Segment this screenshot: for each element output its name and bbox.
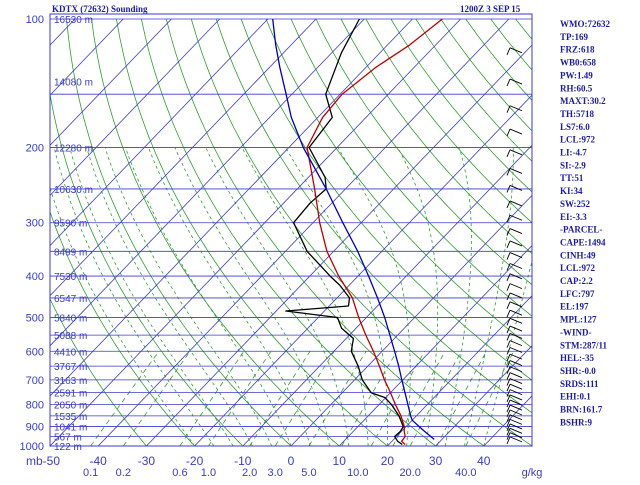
height-label: 1535 m bbox=[54, 412, 87, 423]
mixing-ratio-tick-label: 3.0 bbox=[268, 467, 283, 479]
index-value: LI:-4.7 bbox=[560, 148, 587, 158]
index-value: CAP:2.2 bbox=[560, 276, 593, 286]
height-label: 4410 m bbox=[54, 347, 87, 358]
pressure-tick-label: 700 bbox=[26, 375, 44, 387]
height-label: 6547 m bbox=[54, 294, 87, 305]
height-label: 3163 m bbox=[54, 376, 87, 387]
mixing-ratio-tick-label: 40.0 bbox=[455, 467, 476, 479]
temperature-tick-label: -40 bbox=[90, 454, 108, 468]
pressure-tick-label: 600 bbox=[26, 346, 44, 358]
pressure-tick-label: 400 bbox=[26, 271, 44, 283]
index-value: MPL:127 bbox=[560, 315, 597, 325]
mixing-ratio-tick-label: 5.0 bbox=[301, 467, 316, 479]
index-value: MAXT:30.2 bbox=[560, 96, 606, 106]
height-label: 5840 m bbox=[54, 313, 87, 324]
index-value: RH:60.5 bbox=[560, 83, 593, 93]
pressure-tick-label: 800 bbox=[26, 400, 44, 412]
height-label: 2050 m bbox=[54, 401, 87, 412]
index-value: BRN:161.7 bbox=[560, 405, 603, 415]
temperature-tick-label: -10 bbox=[234, 454, 252, 468]
index-value: HEL:-35 bbox=[560, 353, 595, 363]
temperature-tick-label: 30 bbox=[429, 454, 443, 468]
temperature-tick-label: -30 bbox=[138, 454, 156, 468]
index-value: SRDS:111 bbox=[560, 379, 599, 389]
index-value: -PARCEL- bbox=[560, 225, 602, 235]
index-value: SW:252 bbox=[560, 199, 591, 209]
index-value: WMO:72632 bbox=[560, 19, 610, 29]
index-value: LS7:6.0 bbox=[560, 122, 590, 132]
index-value: WB0:658 bbox=[560, 58, 597, 68]
index-value: PW:1.49 bbox=[560, 70, 593, 80]
index-value: BSHR:9 bbox=[560, 417, 593, 427]
temperature-tick-label: 10 bbox=[333, 454, 347, 468]
station-title: KDTX (72632) Sounding bbox=[52, 4, 148, 14]
index-value: EHI:0.1 bbox=[560, 392, 591, 402]
index-value: CAPE:1494 bbox=[560, 237, 606, 247]
index-value: TP:169 bbox=[560, 32, 588, 42]
mixing-ratio-tick-label: 10.0 bbox=[347, 467, 368, 479]
temperature-tick-label: 40 bbox=[477, 454, 491, 468]
pressure-tick-label: 300 bbox=[26, 218, 44, 230]
height-label: 122 m bbox=[54, 442, 82, 453]
index-value: -WIND- bbox=[560, 327, 592, 337]
index-value: SHR:-0.0 bbox=[560, 366, 596, 376]
index-value: LFC:797 bbox=[560, 289, 595, 299]
index-value: TH:5718 bbox=[560, 109, 595, 119]
height-label: 7530 m bbox=[54, 272, 87, 283]
mixing-ratio-tick-label: 0.1 bbox=[83, 467, 98, 479]
index-value: SI:-2.9 bbox=[560, 160, 586, 170]
mixing-ratio-tick-label: 0.6 bbox=[172, 467, 187, 479]
temperature-tick-label: -20 bbox=[186, 454, 204, 468]
height-label: 2591 m bbox=[54, 389, 87, 400]
temperature-tick-label: mb-50 bbox=[26, 454, 60, 468]
height-label: 16530 m bbox=[54, 15, 93, 26]
height-label: 5088 m bbox=[54, 331, 87, 342]
index-value: EI:-3.3 bbox=[560, 212, 587, 222]
height-label: 10630 m bbox=[54, 185, 93, 196]
observation-time: 1200Z 3 SEP 15 bbox=[460, 4, 521, 14]
height-label: 12280 m bbox=[54, 144, 93, 155]
index-value: LCL:972 bbox=[560, 263, 596, 273]
pressure-tick-label: 200 bbox=[26, 143, 44, 155]
index-value: KI:34 bbox=[560, 186, 583, 196]
temperature-tick-label: 20 bbox=[381, 454, 395, 468]
pressure-tick-label: 1000 bbox=[20, 441, 44, 453]
pressure-tick-label: 100 bbox=[26, 14, 44, 26]
index-value: EL:197 bbox=[560, 302, 589, 312]
pressure-tick-label: 500 bbox=[26, 312, 44, 324]
height-label: 9590 m bbox=[54, 219, 87, 230]
temperature-tick-label: 0 bbox=[288, 454, 295, 468]
height-label: 14080 m bbox=[54, 77, 93, 88]
index-value: FRZ:618 bbox=[560, 45, 595, 55]
mixing-ratio-tick-label: 1.0 bbox=[201, 467, 216, 479]
pressure-tick-label: 900 bbox=[26, 421, 44, 433]
mixing-ratio-tick-label: g/kg bbox=[522, 467, 543, 479]
height-label: 8499 m bbox=[54, 247, 87, 258]
height-label: 3767 m bbox=[54, 362, 87, 373]
mixing-ratio-tick-label: 0.2 bbox=[116, 467, 131, 479]
mixing-ratio-tick-label: 2.0 bbox=[242, 467, 257, 479]
mixing-ratio-tick-label: 20.0 bbox=[399, 467, 420, 479]
index-value: LCL:972 bbox=[560, 135, 596, 145]
index-value: CINH:49 bbox=[560, 250, 596, 260]
index-value: STM:287/11 bbox=[560, 340, 608, 350]
index-value: TT:51 bbox=[560, 173, 584, 183]
